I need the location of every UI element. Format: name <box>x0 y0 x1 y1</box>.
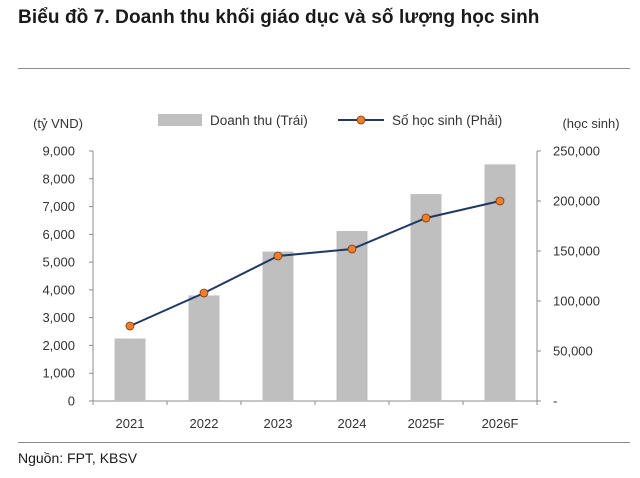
right-tick-label: 250,000 <box>553 144 600 159</box>
left-tick-label: 3,000 <box>42 310 75 325</box>
left-tick-label: 1,000 <box>42 366 75 381</box>
students-marker <box>273 251 283 261</box>
left-tick-label: 8,000 <box>42 171 75 186</box>
x-tick-label: 2024 <box>338 416 367 431</box>
left-tick-label: 4,000 <box>42 282 75 297</box>
legend-bar-swatch <box>158 114 202 126</box>
students-marker <box>347 244 357 254</box>
left-tick-label: 5,000 <box>42 255 75 270</box>
legend-line-marker <box>356 115 366 125</box>
right-tick-label: - <box>553 394 557 409</box>
left-tick-label: 7,000 <box>42 199 75 214</box>
left-tick-label: 0 <box>68 394 75 409</box>
students-marker <box>125 321 135 331</box>
right-tick-label: 200,000 <box>553 194 600 209</box>
x-tick-label: 2021 <box>116 416 145 431</box>
revenue-bar <box>114 338 146 401</box>
students-marker <box>421 213 431 223</box>
bars <box>114 164 516 401</box>
bottom-divider <box>18 442 630 443</box>
top-divider <box>18 68 630 69</box>
legend-line-label: Số học sinh (Phải) <box>392 113 502 128</box>
left-tick-label: 9,000 <box>42 144 75 159</box>
right-tick-label: 50,000 <box>553 344 593 359</box>
revenue-bar <box>410 194 442 401</box>
x-tick-label: 2022 <box>190 416 219 431</box>
source-note: Nguồn: FPT, KBSV <box>18 450 138 466</box>
revenue-bar <box>336 231 368 401</box>
left-tick-label: 2,000 <box>42 338 75 353</box>
right-tick-label: 150,000 <box>553 244 600 259</box>
left-axis-unit: (tỷ VND) <box>33 116 83 131</box>
left-tick-label: 6,000 <box>42 227 75 242</box>
legend: Doanh thu (Trái) Số học sinh (Phải) <box>158 113 502 128</box>
students-line <box>129 200 501 327</box>
right-tick-label: 100,000 <box>553 294 600 309</box>
students-marker <box>495 196 505 206</box>
x-tick-label: 2026F <box>482 416 519 431</box>
right-axis-unit: (học sinh) <box>562 116 619 131</box>
x-tick-label: 2025F <box>408 416 445 431</box>
revenue-bar <box>188 295 220 401</box>
line-layer <box>125 196 505 331</box>
axes: 0 1,000 2,000 3,000 4,000 5,000 6,000 7,000 8,00… <box>33 116 619 431</box>
revenue-bar <box>262 251 294 401</box>
legend-bar-label: Doanh thu (Trái) <box>210 113 308 128</box>
students-marker <box>199 288 209 298</box>
x-tick-label: 2023 <box>264 416 293 431</box>
chart-title: Biểu đồ 7. Doanh thu khối giáo dục và số… <box>18 7 540 28</box>
